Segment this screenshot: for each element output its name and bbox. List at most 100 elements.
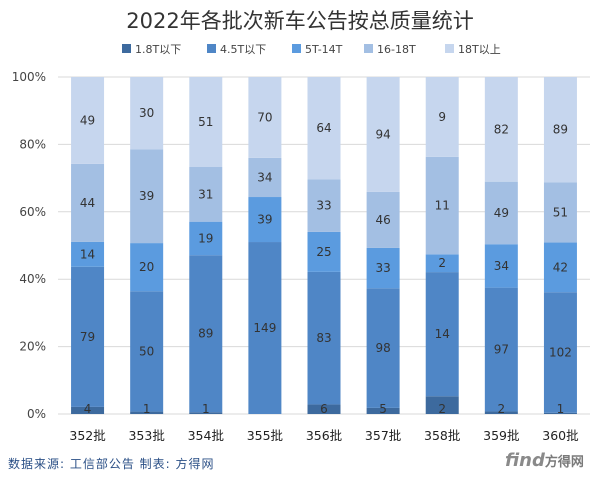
bar-segment — [425, 77, 459, 157]
bar-segment — [307, 271, 341, 405]
bar-segment — [248, 197, 282, 243]
bar-segment — [543, 77, 577, 183]
data-label: 19 — [198, 231, 213, 245]
data-label: 31 — [198, 187, 213, 201]
y-tick-label: 60% — [19, 205, 46, 219]
data-label: 4 — [84, 402, 92, 416]
bar-segment — [248, 77, 282, 158]
bar-segment — [543, 182, 577, 243]
bar-segment — [130, 411, 164, 414]
bar-segment — [425, 254, 459, 273]
data-label: 25 — [316, 245, 331, 259]
y-tick-label: 0% — [27, 407, 46, 421]
bar-segment — [543, 242, 577, 293]
data-label: 2 — [498, 402, 506, 416]
data-label: 64 — [316, 121, 331, 135]
data-label: 2 — [438, 402, 446, 416]
bar-segment — [71, 406, 105, 414]
legend-swatch — [292, 44, 301, 53]
data-label: 51 — [198, 115, 213, 129]
bar-segment — [484, 181, 518, 245]
data-labels: 4791444491502039301891931511493934706832… — [80, 106, 572, 416]
y-tick-label: 100% — [12, 70, 46, 84]
bar-segment — [130, 291, 164, 412]
data-label: 11 — [435, 199, 450, 213]
bar-segment — [130, 243, 164, 292]
data-label: 44 — [80, 196, 95, 210]
bar-segment — [71, 163, 105, 242]
x-tick-label: 352批 — [69, 428, 105, 443]
bar-segment — [189, 255, 223, 413]
data-label: 14 — [80, 247, 95, 261]
data-label: 51 — [553, 205, 568, 219]
data-label: 2 — [438, 256, 446, 270]
data-label: 39 — [139, 189, 154, 203]
legend: 1.8T以下 4.5T以下 5T-14T 16-18T 18T以上 — [122, 43, 501, 56]
legend-swatch — [122, 44, 131, 53]
data-label: 9 — [438, 110, 446, 124]
bar-segment — [366, 247, 400, 289]
bar-segment — [71, 77, 105, 164]
data-label: 97 — [494, 343, 509, 357]
data-label: 5 — [379, 402, 387, 416]
source-note: 数据来源: 工信部公告 制表: 方得网 — [8, 457, 215, 471]
x-tick-label: 353批 — [128, 428, 164, 443]
bar-segment — [425, 156, 459, 255]
brand-logo-text: find — [505, 450, 545, 471]
bar-segment — [71, 241, 105, 267]
x-tick-label: 354批 — [188, 428, 224, 443]
bar-segment — [484, 244, 518, 288]
bar-segment — [130, 77, 164, 150]
data-label: 49 — [494, 206, 509, 220]
bar-segment — [366, 191, 400, 248]
bar-segment — [307, 77, 341, 180]
data-label: 89 — [553, 123, 568, 137]
bar-segment — [307, 404, 341, 414]
bar-segment — [307, 179, 341, 232]
data-label: 50 — [139, 344, 154, 358]
bar-segment — [366, 77, 400, 192]
legend-swatch — [445, 44, 454, 53]
bar-segment — [248, 242, 282, 414]
data-label: 89 — [198, 327, 213, 341]
bar-segment — [130, 149, 164, 244]
x-tick-label: 358批 — [424, 428, 460, 443]
chart-title: 2022年各批次新车公告按总质量统计 — [126, 9, 473, 33]
legend-label: 16-18T — [377, 43, 416, 56]
data-label: 34 — [257, 170, 272, 184]
bar-segment — [189, 77, 223, 167]
data-label: 79 — [80, 330, 95, 344]
data-label: 6 — [320, 402, 328, 416]
data-label: 149 — [253, 321, 276, 335]
data-label: 98 — [375, 341, 390, 355]
data-label: 20 — [139, 260, 154, 274]
y-tick-label: 40% — [19, 272, 46, 286]
x-tick-label: 360批 — [542, 428, 578, 443]
x-tick-label: 357批 — [365, 428, 401, 443]
bar-segment — [189, 221, 223, 256]
legend-swatch — [364, 44, 373, 53]
data-label: 33 — [375, 261, 390, 275]
bar-segment — [425, 272, 459, 397]
bar-segment — [189, 412, 223, 414]
x-axis-ticks: 352批 353批 354批 355批 356批 357批 358批 359批 360批 — [69, 428, 578, 443]
bar-segment — [248, 157, 282, 198]
data-label: 34 — [494, 259, 509, 273]
legend-label: 4.5T以下 — [220, 43, 266, 56]
bar-segment — [307, 231, 341, 272]
bar-segment — [543, 412, 577, 414]
data-label: 46 — [375, 213, 390, 227]
data-label: 102 — [549, 346, 572, 360]
bar-segment — [366, 407, 400, 414]
data-label: 30 — [139, 106, 154, 120]
brand-logo-sub: 方得网 — [544, 455, 584, 470]
legend-swatch — [207, 44, 216, 53]
y-axis-ticks: 0% 20% 40% 60% 80% 100% — [12, 70, 46, 421]
bar-segment — [484, 287, 518, 412]
bar-segment — [484, 77, 518, 182]
legend-label: 1.8T以下 — [135, 43, 181, 56]
x-tick-label: 356批 — [306, 428, 342, 443]
data-label: 1 — [557, 402, 565, 416]
legend-label: 5T-14T — [305, 43, 343, 56]
